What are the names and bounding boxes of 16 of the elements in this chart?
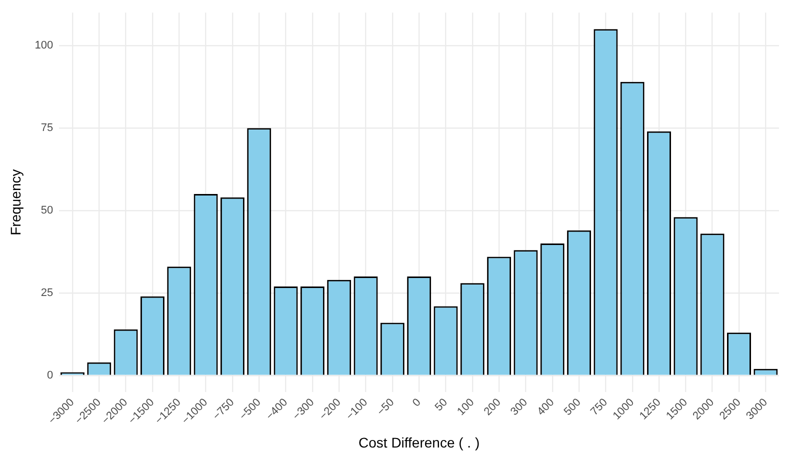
x-tick-label: −50 xyxy=(374,396,397,418)
x-tick-label: 500 xyxy=(562,396,584,418)
y-tick-label: 25 xyxy=(40,287,54,300)
x-tick-label: 400 xyxy=(535,396,557,418)
x-tick-label: 100 xyxy=(455,396,477,418)
x-tick-label: 750 xyxy=(588,396,610,418)
x-tick-label: 300 xyxy=(508,396,530,418)
x-tick-label: 0 xyxy=(410,396,424,410)
y-tick-label: 50 xyxy=(40,204,54,217)
x-tick-label: 50 xyxy=(432,396,450,414)
x-tick-label: 200 xyxy=(482,396,504,418)
y-axis-title: Frequency xyxy=(7,169,24,236)
y-tick-label: 0 xyxy=(47,370,54,382)
y-tick-label: 75 xyxy=(40,122,54,134)
x-axis-title: Cost Difference ( . ) xyxy=(358,434,480,450)
y-tick-label: 100 xyxy=(34,40,54,52)
